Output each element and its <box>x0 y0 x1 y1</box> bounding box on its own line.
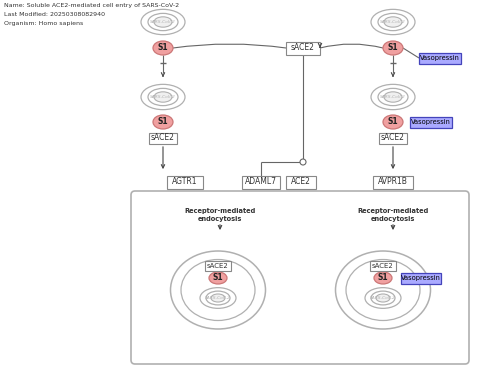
FancyBboxPatch shape <box>379 132 407 143</box>
Text: Organism: Homo sapiens: Organism: Homo sapiens <box>4 21 83 26</box>
Ellipse shape <box>154 17 172 27</box>
Text: Receptor-mediated
endocytosis: Receptor-mediated endocytosis <box>358 208 429 222</box>
Ellipse shape <box>384 17 402 27</box>
Ellipse shape <box>374 272 392 284</box>
Ellipse shape <box>153 41 173 55</box>
Ellipse shape <box>154 92 172 102</box>
Ellipse shape <box>170 251 265 329</box>
FancyBboxPatch shape <box>167 175 203 189</box>
FancyBboxPatch shape <box>286 175 316 189</box>
Text: SARS-CoV-2: SARS-CoV-2 <box>205 296 231 300</box>
Ellipse shape <box>383 115 403 129</box>
Text: Last Modified: 20250308082940: Last Modified: 20250308082940 <box>4 12 105 17</box>
Text: sACE2: sACE2 <box>207 263 229 269</box>
Ellipse shape <box>181 259 255 320</box>
Text: ADAML7: ADAML7 <box>245 178 277 186</box>
Text: sACE2: sACE2 <box>151 134 175 142</box>
Text: S1: S1 <box>213 273 223 283</box>
Text: Vasopressin: Vasopressin <box>420 55 460 61</box>
FancyBboxPatch shape <box>149 132 177 143</box>
Ellipse shape <box>211 294 225 302</box>
Text: S1: S1 <box>388 44 398 52</box>
Text: Receptor-mediated
endocytosis: Receptor-mediated endocytosis <box>184 208 256 222</box>
Text: SARS-CoV-2: SARS-CoV-2 <box>150 20 176 24</box>
FancyBboxPatch shape <box>286 41 320 55</box>
Text: sACE2: sACE2 <box>372 263 394 269</box>
Circle shape <box>300 159 306 165</box>
FancyBboxPatch shape <box>419 52 461 63</box>
Ellipse shape <box>153 115 173 129</box>
Ellipse shape <box>376 294 390 302</box>
Text: AGTR1: AGTR1 <box>172 178 198 186</box>
Text: AVPR1B: AVPR1B <box>378 178 408 186</box>
Text: S1: S1 <box>158 117 168 127</box>
FancyBboxPatch shape <box>205 261 231 271</box>
FancyBboxPatch shape <box>401 273 441 283</box>
Text: S1: S1 <box>378 273 388 283</box>
Ellipse shape <box>383 41 403 55</box>
Text: SARS-CoV-2: SARS-CoV-2 <box>150 95 176 99</box>
Ellipse shape <box>209 272 227 284</box>
FancyBboxPatch shape <box>370 261 396 271</box>
Text: S1: S1 <box>388 117 398 127</box>
Ellipse shape <box>336 251 431 329</box>
Text: Name: Soluble ACE2-mediated cell entry of SARS-CoV-2: Name: Soluble ACE2-mediated cell entry o… <box>4 3 179 8</box>
FancyBboxPatch shape <box>410 116 452 127</box>
Text: sACE2: sACE2 <box>381 134 405 142</box>
Ellipse shape <box>346 259 420 320</box>
Text: sACE2: sACE2 <box>291 44 315 52</box>
Text: SARS-CoV-2: SARS-CoV-2 <box>370 296 396 300</box>
Ellipse shape <box>384 92 402 102</box>
Text: SARS-CoV-2: SARS-CoV-2 <box>380 20 406 24</box>
FancyBboxPatch shape <box>242 175 280 189</box>
Text: SARS-CoV-2: SARS-CoV-2 <box>380 95 406 99</box>
FancyBboxPatch shape <box>131 191 469 364</box>
FancyBboxPatch shape <box>373 175 413 189</box>
Text: Vasopressin: Vasopressin <box>401 275 441 281</box>
Text: ACE2: ACE2 <box>291 178 311 186</box>
Text: Vasopressin: Vasopressin <box>411 119 451 125</box>
Text: S1: S1 <box>158 44 168 52</box>
